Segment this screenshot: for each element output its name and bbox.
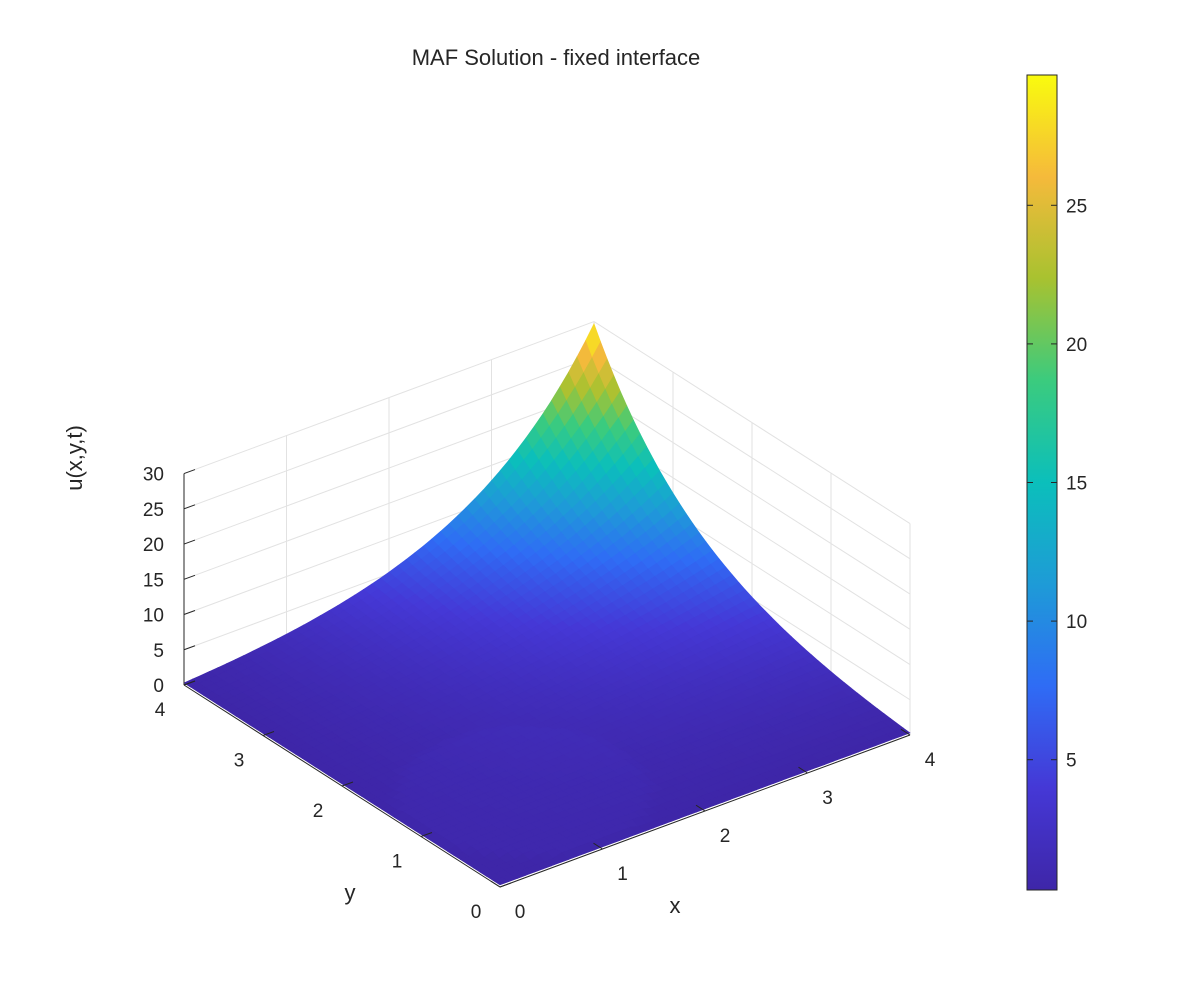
x-tick-label: 0	[515, 902, 526, 923]
z-tick-label: 0	[153, 676, 164, 697]
x-tick-mark	[593, 842, 603, 850]
x-tick-label: 1	[617, 864, 628, 885]
z-tick-mark	[183, 610, 196, 615]
y-tick-label: 2	[313, 801, 324, 822]
z-tick-label: 5	[153, 641, 164, 662]
y-tick-label: 4	[155, 700, 166, 721]
z-tick-mark	[183, 680, 196, 686]
y-tick-mark	[262, 731, 275, 736]
y-tick-label: 0	[471, 902, 482, 923]
x-tick-mark	[490, 880, 501, 888]
z-tick-mark	[183, 469, 196, 475]
z-tick-mark	[183, 574, 196, 580]
colorbar-ticks: 5 10 15 20 25	[1027, 196, 1087, 772]
x-tick-mark	[900, 728, 911, 736]
y-tick-mark	[420, 832, 433, 837]
y-axis-label: y	[345, 880, 356, 905]
x-tick-mark	[695, 804, 706, 812]
y-tick-label: 3	[234, 751, 245, 772]
colorbar-tick-label: 25	[1066, 196, 1087, 217]
z-tick-label: 25	[143, 500, 164, 521]
z-tick-label: 20	[143, 535, 164, 556]
x-tick-label: 4	[925, 750, 936, 771]
z-tick-label: 10	[143, 606, 164, 627]
z-axis-label: u(x,y,t)	[62, 425, 87, 491]
x-tick-label: 3	[822, 788, 833, 809]
colorbar-tick-label: 10	[1066, 612, 1087, 633]
z-tick-label: 30	[143, 465, 164, 486]
z-tick-mark	[183, 504, 196, 510]
colorbar-tick-label: 15	[1066, 474, 1087, 495]
chart-title: MAF Solution - fixed interface	[412, 45, 701, 70]
x-tick-mark	[798, 766, 808, 774]
colorbar-tick-label: 20	[1066, 335, 1087, 356]
x-axis-label: x	[670, 893, 681, 918]
z-tick-label: 15	[143, 570, 164, 591]
y-tick-label: 1	[392, 852, 403, 873]
colorbar: 5 10 15 20 25	[1026, 74, 1087, 891]
z-tick-mark	[183, 539, 196, 545]
z-tick-mark	[183, 645, 196, 651]
y-tick-mark	[341, 781, 354, 787]
surface-patch	[492, 877, 510, 886]
x-tick-label: 2	[720, 826, 731, 847]
colorbar-tick-label: 5	[1066, 751, 1077, 772]
y-tick-mark	[499, 882, 512, 888]
surface-plot	[183, 322, 911, 886]
axes: 0 1 2 3 4 0 1 2 3 4 0 5 10 15 20 25 30	[143, 465, 936, 923]
